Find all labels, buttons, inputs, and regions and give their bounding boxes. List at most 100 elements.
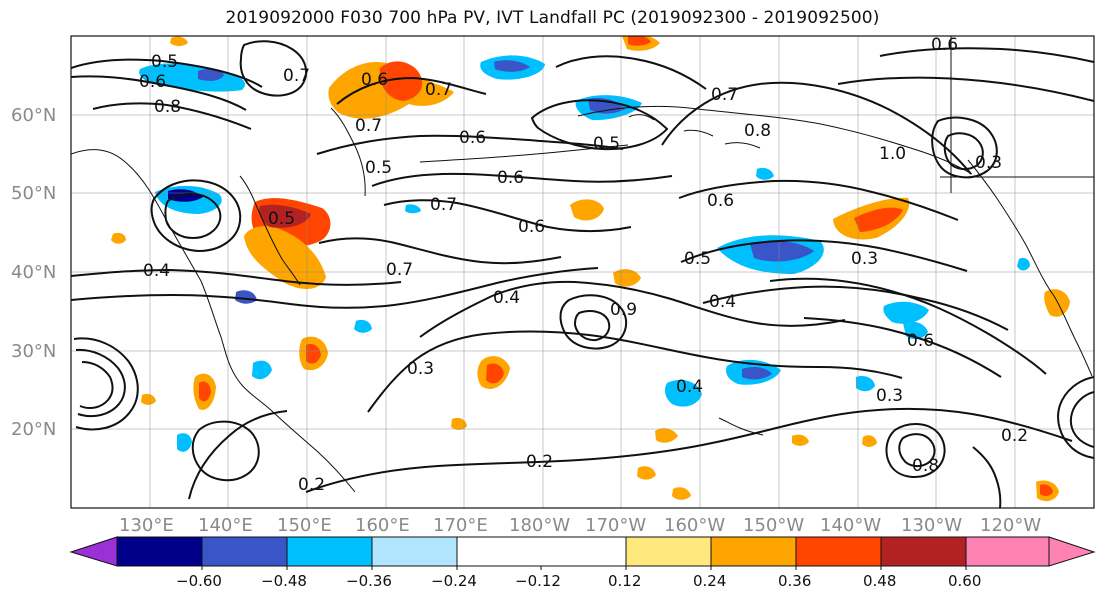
shade-region-east-orange [1044, 289, 1070, 317]
contour-0.2-south [305, 407, 1073, 493]
lon-label-160e: 160°E [355, 515, 410, 536]
shade-region-kuril-navy [168, 189, 203, 202]
colorbar-label-4: −0.12 [515, 572, 561, 590]
contour-kuril-loop-inner [164, 192, 222, 240]
lat-label-50n: 50°N [11, 183, 56, 204]
shade-region-pacific-small-red [486, 363, 504, 384]
contour-label-16: 0.6 [518, 217, 545, 237]
lon-label-140e: 140°E [198, 515, 253, 536]
contour-label-17: 0.7 [386, 260, 413, 280]
shade-region-pacific-small-orange [570, 199, 604, 221]
contour-0.6-north-left [71, 75, 247, 111]
lon-label-120w: 120°W [980, 515, 1041, 536]
lat-label-30n: 30°N [11, 341, 56, 362]
map-frame [70, 35, 1095, 509]
contour-label-31: 0.8 [912, 456, 939, 476]
coastline-small-islands-2 [683, 129, 714, 137]
contour-0.6-east-lower [769, 277, 1047, 375]
contour-0.5-mid-left [318, 237, 562, 265]
contour-label-19: 0.4 [143, 261, 170, 281]
contour-0.4-east [702, 285, 1009, 331]
colorbar-label-1: −0.48 [261, 572, 307, 590]
shade-region-west-red-1 [306, 344, 321, 364]
contour-label-28: 0.3 [876, 386, 903, 406]
contour-0.4-central [419, 280, 846, 338]
colorbar-bin-white [456, 536, 627, 567]
contour-label-7: 0.7 [355, 116, 382, 136]
contour-label-0: 0.5 [151, 52, 178, 72]
contour-0.7-north-center [336, 76, 487, 105]
colorbar-bin-blue [201, 536, 288, 567]
shade-region-pacific-small-orange-2 [613, 269, 641, 287]
shade-region-misc-orange-1 [655, 428, 678, 443]
contour-label-5: 0.7 [425, 80, 452, 100]
lon-label-150e: 150°E [277, 515, 332, 536]
shade-region-misc-blue-6 [252, 360, 272, 380]
contour-0.8-north-left [92, 102, 252, 130]
lon-label-140w: 140°W [820, 515, 881, 536]
contour-label-15: 0.7 [430, 195, 457, 215]
shade-region-misc-blue-5 [1017, 257, 1030, 271]
contour-0.3-east-upper [803, 317, 1002, 378]
lon-label-150w: 150°W [743, 515, 804, 536]
colorbar-bin-red-orange [795, 536, 882, 567]
contour-label-22: 0.3 [407, 359, 434, 379]
lat-label-60n: 60°N [11, 105, 56, 126]
lat-label-20n: 20°N [11, 419, 56, 440]
colorbar-arrow-left [69, 536, 118, 567]
colorbar-label-6: 0.24 [693, 572, 726, 590]
contour-0.3-left-loop [191, 420, 260, 482]
lon-label-130w: 130°W [901, 515, 962, 536]
colorbar-label-3: −0.24 [431, 572, 477, 590]
contour-label-14: 0.5 [593, 134, 620, 154]
contour-northeast-lower [837, 76, 1094, 102]
contour-left-circles-outer [73, 337, 139, 431]
coastline-japan [239, 175, 301, 286]
grid-lines [71, 36, 1094, 508]
colorbar-bin-navy [116, 536, 203, 567]
contour-label-6: 0.6 [459, 128, 486, 148]
shade-region-northeast-navy [494, 60, 530, 72]
contour-0.6-loop-central [573, 310, 611, 342]
contour-labels: 0.5 0.6 0.8 0.7 0.6 0.7 0.6 0.7 0.5 0.6 … [139, 35, 1028, 495]
latitude-labels: 60°N 50°N 40°N 30°N 20°N [11, 105, 56, 440]
coastline-kamchatka [330, 107, 366, 197]
contour-label-4: 0.6 [361, 70, 388, 90]
contour-0.4-south-left [188, 410, 288, 500]
contour-0.4-west [71, 268, 402, 286]
contour-label-10: 0.6 [707, 191, 734, 211]
contour-label-11: 0.8 [744, 121, 771, 141]
shade-region-kamchatka-orange [244, 226, 326, 289]
shade-region-misc-orange-2 [792, 434, 809, 446]
contour-label-1: 0.6 [139, 72, 166, 92]
contour-label-3: 0.7 [283, 66, 310, 86]
contour-label-30: 0.2 [298, 475, 325, 495]
map-title: 2019092000 F030 700 hPa PV, IVT Landfall… [225, 8, 880, 28]
shade-region-south-navy-2 [742, 366, 772, 380]
contour-0.6-east-loop [661, 81, 972, 175]
lon-label-160w: 160°W [664, 515, 725, 536]
contour-label-2: 0.8 [154, 97, 181, 117]
contour-1.0-east-loop [943, 132, 984, 171]
colorbar-label-9: 0.60 [948, 572, 981, 590]
shade-region-misc-blue-7 [856, 376, 875, 392]
colorbar-label-2: −0.36 [346, 572, 392, 590]
shade-region-central-north-red [854, 207, 903, 232]
shade-region-southeast-red [1040, 484, 1053, 497]
contour-0.6-east-arc [678, 179, 959, 221]
colorbar-ticks: −0.60 −0.48 −0.36 −0.24 −0.12 0.12 0.24 … [176, 566, 981, 590]
coastline-small-islands-3 [724, 142, 761, 149]
contour-north-east-loop [530, 99, 669, 151]
contour-0.6-mid [371, 172, 673, 187]
shade-region-north-left-navy [198, 68, 224, 81]
contour-label-25: 0.3 [851, 249, 878, 269]
contour-0.3-east-loop [931, 116, 998, 179]
lon-label-180w: 180°W [509, 515, 570, 536]
contour-label-24: 0.6 [907, 331, 934, 351]
shade-region-misc-blue-3 [354, 319, 372, 333]
colorbar-bin-yellow [625, 536, 712, 567]
colorbar-label-0: −0.60 [176, 572, 222, 590]
contour-label-34: 0.5 [268, 209, 295, 229]
shade-region-misc-orange-9 [170, 36, 188, 46]
